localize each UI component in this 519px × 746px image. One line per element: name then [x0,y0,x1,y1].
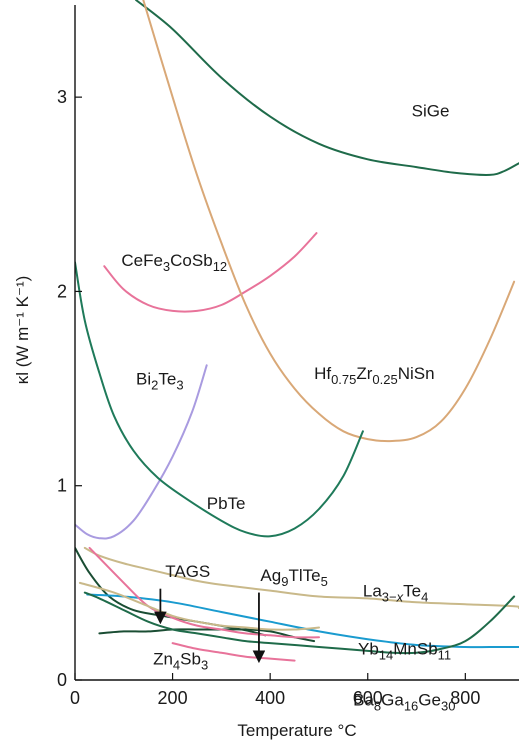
series-label-ba8ga16ge30: Ba8Ga16Ge30 [353,690,455,713]
series-line-ba8ga16ge30 [83,591,516,655]
axes-layer [74,5,519,681]
x-tick-label: 0 [70,688,80,708]
series-line-la3-xte4 [83,546,519,610]
x-tick-label: 800 [450,688,480,708]
y-tick-label: 1 [57,476,67,496]
series-label-pbte: PbTe [207,494,246,513]
x-tick-label: 400 [255,688,285,708]
series-label-tags: TAGS [165,562,210,581]
series-line-unlabeled-11 [88,546,320,639]
series-line-yb14mnsb11 [86,593,519,649]
series-label-hf0-75zr0-25nisn: Hf0.75Zr0.25NiSn [314,364,435,387]
series-line-bi2te3 [75,364,208,540]
series-label-sige: SiGe [412,102,450,121]
labels-layer: SiGe CeFe3CoSb12 Hf0.75Zr0.25NiSn Bi2Te3 PbT… [121,102,455,714]
series-line-pbte [75,261,364,538]
y-axis-title: κl (W m⁻¹ K⁻¹) [13,276,32,385]
ticks-layer: 0 1 2 3 0 200 400 600 800 [57,87,480,708]
series-label-ag9tlte5: Ag9TlTe5 [260,566,327,589]
series-line-cefe3cosb12 [103,232,318,313]
series-line-zn4sb3 [171,642,296,662]
series-label-cefe3cosb12: CeFe3CoSb12 [121,251,227,274]
series-line-unlabeled-12 [78,581,320,631]
annotation-layer [154,588,266,664]
series-label-la3-xte4: La3−xTe4 [363,581,428,604]
series-line-sige [135,0,519,176]
series-label-yb14mnsb11: Yb14MnSb11 [358,640,451,663]
series-label-bi2te3: Bi2Te3 [136,370,184,393]
series-line-hf0-75zr0-25nisn [142,0,516,443]
y-tick-label: 3 [57,87,67,107]
x-tick-label: 600 [353,688,383,708]
series-label-zn4sb3: Zn4Sb3 [153,649,208,672]
series-layer [75,0,519,662]
y-tick-label: 0 [57,670,67,690]
series-line-ag9tlte5 [98,628,316,643]
x-axis-title: Temperature °C [237,721,356,740]
y-tick-label: 2 [57,281,67,301]
x-tick-label: 200 [158,688,188,708]
